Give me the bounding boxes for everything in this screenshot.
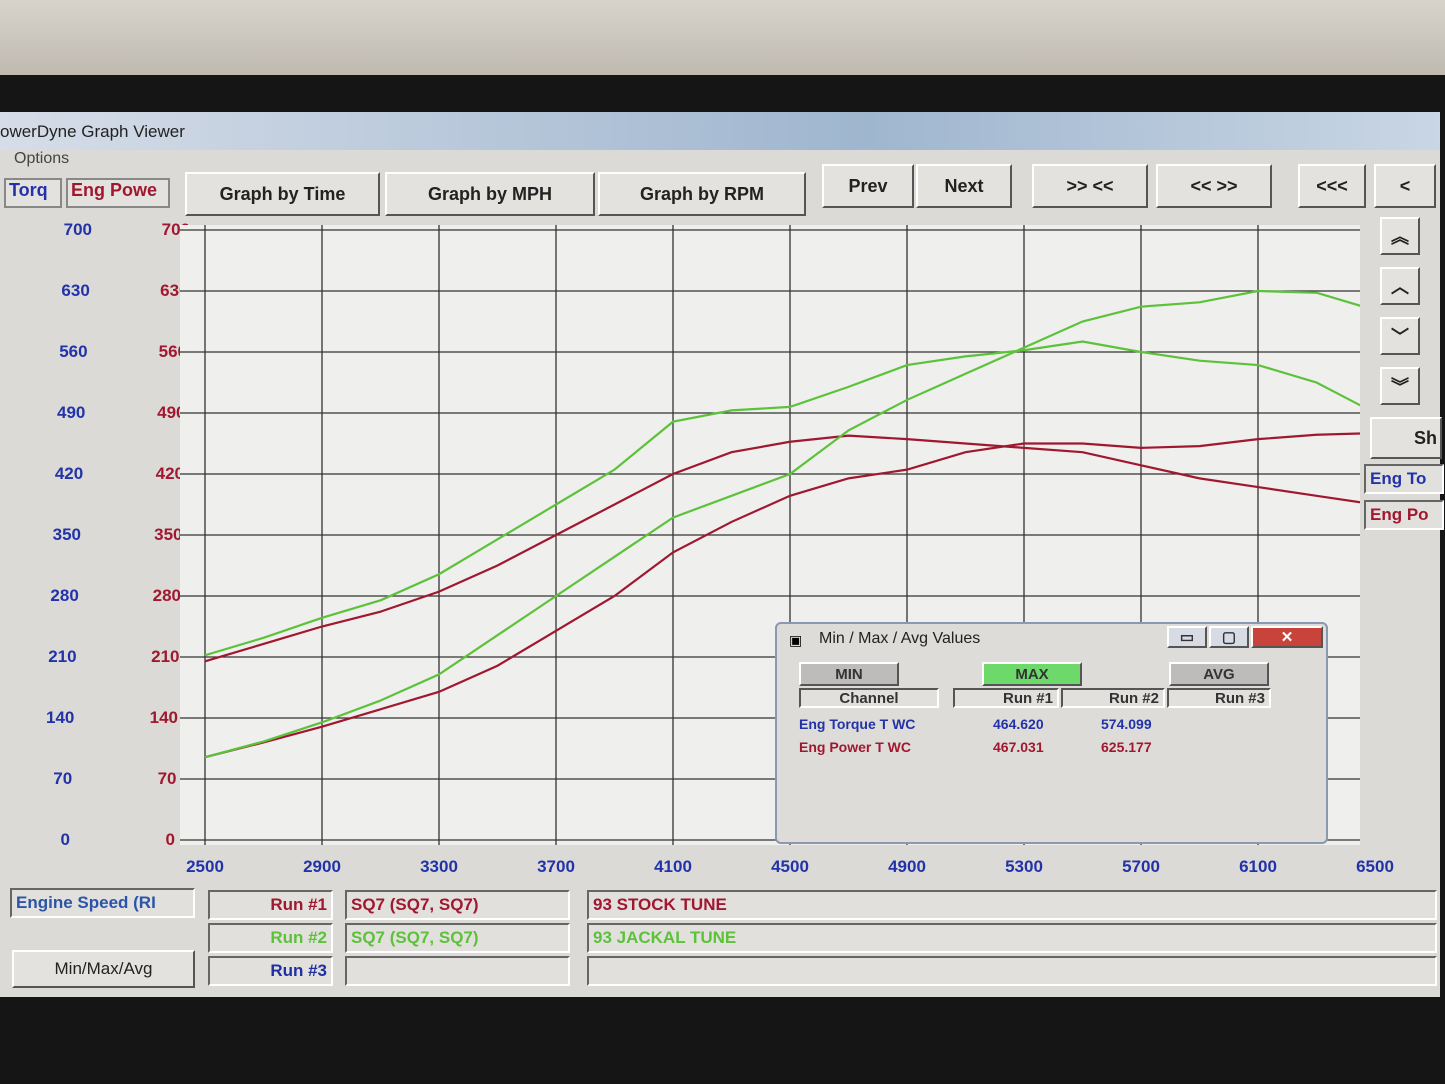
toolbar-button[interactable]: Graph by RPM: [598, 172, 806, 216]
menu-options[interactable]: Options: [14, 150, 70, 167]
y-right-tick: 490: [157, 403, 186, 422]
toolbar-button[interactable]: Graph by MPH: [385, 172, 595, 216]
y-left-tick: 70: [53, 769, 73, 788]
y-right-tick: 210: [151, 647, 180, 666]
minmax-dialog: ▣ Min / Max / Avg Values ▭ ▢ ✕ MIN MAX A…: [775, 622, 1328, 844]
y-right-tick: 560: [158, 342, 187, 361]
app-window: owerDyne Graph Viewer Options Torq Eng P…: [0, 112, 1444, 997]
dialog-title: Min / Max / Avg Values: [819, 630, 981, 647]
col-run1: Run #1: [953, 688, 1059, 708]
y-left-tick: 700: [63, 220, 92, 239]
y-left-tick: 0: [60, 830, 70, 849]
y-left-tick: 350: [52, 525, 81, 544]
row-channel: Eng Power T WC: [799, 739, 911, 755]
maximize-button[interactable]: ▢: [1209, 626, 1249, 648]
y-left-tick: 140: [46, 708, 75, 727]
x-tick: 5300: [1005, 857, 1043, 876]
x-tick: 6100: [1239, 857, 1277, 876]
toolbar-button[interactable]: << >>: [1156, 164, 1272, 208]
row-run1: 467.031: [993, 739, 1044, 755]
down-icon[interactable]: ﹀: [1380, 317, 1420, 355]
minimize-button[interactable]: ▭: [1167, 626, 1207, 648]
toolbar-button[interactable]: Prev: [822, 164, 914, 208]
y-right-tick: 420: [155, 464, 184, 483]
run-note[interactable]: 93 JACKAL TUNE: [587, 923, 1437, 953]
y-left-tick: 210: [48, 647, 77, 666]
series-line-run2-eng-power: [204, 289, 1360, 759]
x-tick: 6500: [1356, 857, 1394, 876]
torque-axis-tab[interactable]: Torq: [4, 178, 62, 208]
col-channel: Channel: [799, 688, 939, 708]
channel-eng-torque[interactable]: Eng To: [1364, 464, 1444, 494]
avg-button[interactable]: AVG: [1169, 662, 1269, 686]
toolbar-button[interactable]: <: [1374, 164, 1436, 208]
window-title: owerDyne Graph Viewer: [0, 122, 185, 141]
y-right-tick: 0: [165, 830, 175, 849]
show-label: Sh: [1414, 427, 1438, 448]
channel-eng-power[interactable]: Eng Po: [1364, 500, 1444, 530]
double-down-icon[interactable]: ︾: [1380, 367, 1420, 405]
y-right-tick: 280: [152, 586, 181, 605]
min-button[interactable]: MIN: [799, 662, 899, 686]
x-tick: 5700: [1122, 857, 1160, 876]
row-run2: 574.099: [1101, 716, 1152, 732]
menu-bar: Options: [0, 150, 1440, 172]
max-button[interactable]: MAX: [982, 662, 1082, 686]
run-note[interactable]: [587, 956, 1437, 986]
y-right-tick: 70: [157, 769, 177, 788]
col-run2: Run #2: [1061, 688, 1165, 708]
run-vehicle[interactable]: [345, 956, 570, 986]
power-axis-tab[interactable]: Eng Powe: [66, 178, 170, 208]
background-wall: [0, 0, 1445, 80]
row-run2: 625.177: [1101, 739, 1152, 755]
run-label: Run #2: [208, 923, 333, 953]
toolbar-button[interactable]: Next: [916, 164, 1012, 208]
y-left-tick: 560: [59, 342, 88, 361]
double-up-icon[interactable]: ︽: [1380, 217, 1420, 255]
x-tick: 2900: [303, 857, 341, 876]
x-tick: 3700: [537, 857, 575, 876]
series-line-run1-eng-torque: [204, 434, 1360, 663]
minmax-button[interactable]: Min/Max/Avg: [12, 950, 195, 988]
run-label: Run #3: [208, 956, 333, 986]
run-vehicle[interactable]: SQ7 (SQ7, SQ7): [345, 890, 570, 920]
y-left-tick: 420: [54, 464, 84, 483]
x-tick: 4900: [888, 857, 926, 876]
x-channel-field[interactable]: Engine Speed (RI: [10, 888, 195, 918]
dialog-icon: ▣: [789, 632, 803, 648]
y-left-tick: 630: [61, 281, 90, 300]
x-tick: 3300: [420, 857, 458, 876]
x-tick: 4100: [654, 857, 692, 876]
row-run1: 464.620: [993, 716, 1044, 732]
toolbar-button[interactable]: Graph by Time: [185, 172, 380, 216]
series-line-run1-eng-power: [204, 432, 1360, 759]
y-left-tick: 280: [50, 586, 79, 605]
run-vehicle[interactable]: SQ7 (SQ7, SQ7): [345, 923, 570, 953]
toolbar-button[interactable]: >> <<: [1032, 164, 1148, 208]
y-right-tick: 350: [154, 525, 183, 544]
col-run3: Run #3: [1167, 688, 1271, 708]
y-left-tick: 490: [57, 403, 86, 422]
row-channel: Eng Torque T WC: [799, 716, 916, 732]
up-icon[interactable]: ︿: [1380, 267, 1420, 305]
run-note[interactable]: 93 STOCK TUNE: [587, 890, 1437, 920]
run-label: Run #1: [208, 890, 333, 920]
show-button[interactable]: Sh: [1370, 417, 1442, 459]
y-right-tick: 140: [149, 708, 178, 727]
close-button[interactable]: ✕: [1251, 626, 1323, 648]
toolbar-button[interactable]: <<<: [1298, 164, 1366, 208]
x-tick: 2500: [186, 857, 224, 876]
x-tick: 4500: [771, 857, 809, 876]
title-bar: owerDyne Graph Viewer: [0, 112, 1440, 150]
series-line-run2-eng-torque: [204, 340, 1360, 657]
